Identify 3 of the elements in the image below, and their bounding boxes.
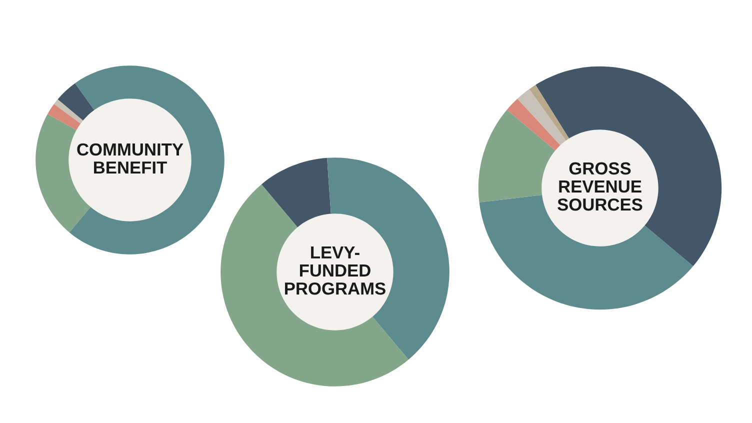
text: GROSS REVENUE SOURCES [558,162,642,211]
text: LEVY- FUNDED PROGRAMS [285,246,386,295]
text: COMMUNITY BENEFIT [77,143,184,174]
